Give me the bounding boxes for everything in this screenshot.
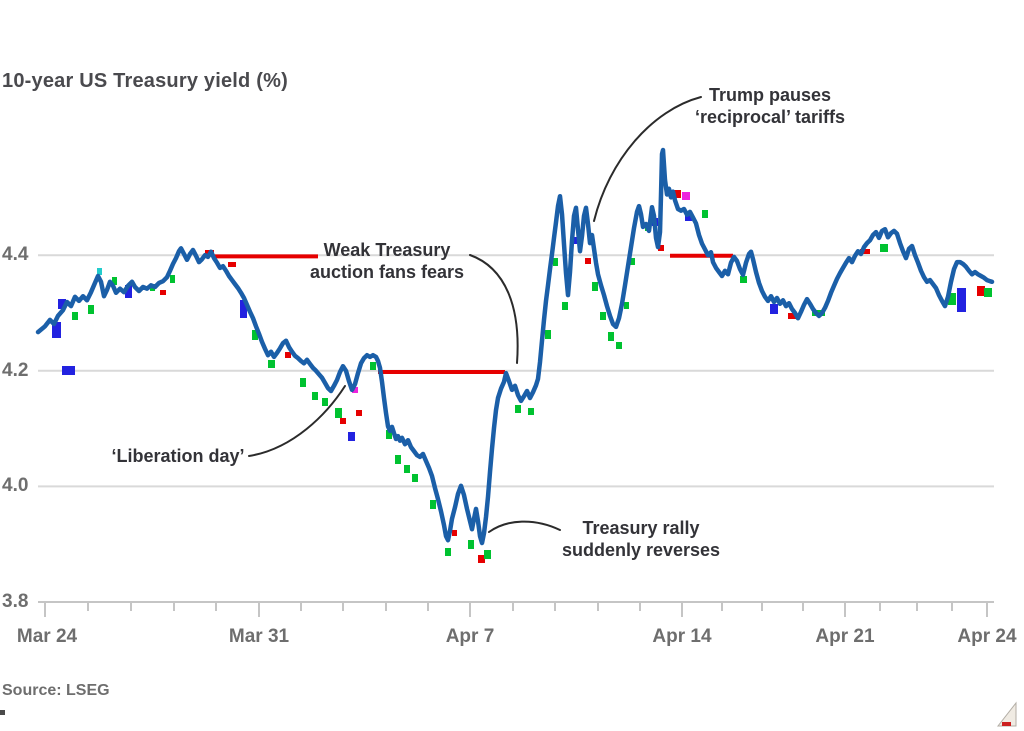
yield-line-series — [35, 147, 995, 546]
y-axis-label-4-2: 4.2 — [2, 360, 29, 381]
artifact-mark — [97, 268, 102, 275]
annotation-treasury-rally: Treasury rally suddenly reverses — [562, 517, 720, 561]
bottom-left-speck — [0, 710, 5, 715]
artifact-mark — [312, 392, 318, 400]
artifact-mark — [673, 190, 681, 198]
artifact-mark — [608, 332, 614, 341]
artifact-mark — [452, 530, 457, 536]
artifact-mark — [300, 378, 306, 387]
artifact-mark — [624, 302, 629, 309]
artifact-mark — [112, 277, 117, 285]
artifact-mark — [240, 300, 247, 318]
artifact-mark — [572, 237, 577, 244]
artifact-mark — [545, 330, 551, 339]
annotation-weak-line2: auction fans fears — [309, 262, 465, 282]
corner-page-curl-icon — [996, 701, 1017, 727]
artifact-mark — [685, 212, 692, 221]
artifact-mark — [600, 312, 606, 320]
artifact-mark — [52, 322, 61, 338]
annotation-weak-auction: Weak Treasury auction fans fears — [310, 239, 464, 283]
artifact-mark — [252, 330, 258, 340]
annotation-liberation-line1: ‘Liberation day’ — [111, 446, 245, 466]
artifact-mark — [977, 286, 985, 296]
annotation-trump-line2: ‘reciprocal’ tariffs — [694, 107, 846, 127]
annotation-pointer-liberation-day — [248, 385, 346, 457]
artifact-mark — [88, 305, 94, 314]
artifact-mark — [630, 258, 635, 265]
artifact-mark — [285, 352, 291, 358]
artifact-mark — [430, 500, 436, 509]
artifact-mark — [58, 299, 66, 309]
artifact-mark — [788, 313, 796, 319]
artifact-mark — [352, 387, 358, 393]
artifact-mark — [592, 282, 598, 291]
artifact-mark — [478, 555, 485, 563]
annotation-pointer-weak-auction — [469, 254, 519, 364]
artifact-mark — [553, 258, 558, 266]
artifact-mark — [682, 192, 690, 200]
artifact-mark — [356, 410, 362, 416]
artifact-mark — [412, 474, 418, 482]
artifact-mark — [880, 244, 888, 252]
artifact-mark — [335, 408, 342, 418]
artifact-mark — [702, 210, 708, 218]
artifact-mark — [404, 465, 410, 473]
annotation-rally-line2: suddenly reverses — [561, 540, 721, 560]
artifact-mark — [528, 408, 534, 415]
x-axis-label-apr21: Apr 21 — [815, 626, 875, 647]
artifact-mark — [370, 362, 376, 370]
x-axis-label-apr24: Apr 24 — [957, 626, 1017, 647]
artifact-mark — [445, 548, 451, 556]
annotation-liberation-day: ‘Liberation day’ — [111, 445, 244, 467]
x-axis-label-apr7: Apr 7 — [445, 626, 495, 647]
artifact-mark — [125, 285, 132, 298]
y-axis-label-3-8: 3.8 — [2, 591, 29, 612]
artifact-mark — [228, 262, 236, 267]
x-axis-label-mar31: Mar 31 — [228, 626, 290, 647]
artifact-mark — [72, 312, 78, 320]
artifact-mark — [468, 540, 474, 549]
artifact-mark — [616, 342, 622, 349]
x-axis-label-apr14: Apr 14 — [652, 626, 712, 647]
annotation-trump-line1: Trump pauses — [708, 85, 832, 105]
artifact-mark — [957, 288, 966, 312]
artifact-mark — [484, 550, 491, 559]
artifact-mark — [322, 398, 328, 406]
y-axis-label-4-0: 4.0 — [2, 475, 29, 496]
artifact-mark — [340, 418, 346, 424]
source-credit: Source: LSEG — [2, 682, 110, 699]
artifact-mark — [348, 432, 355, 441]
artifact-mark — [562, 302, 568, 310]
annotation-pointer-treasury-rally — [488, 520, 561, 533]
artifact-mark — [62, 366, 75, 375]
annotation-rally-line1: Treasury rally — [582, 518, 700, 538]
artifact-mark — [658, 245, 664, 251]
artifact-mark — [395, 455, 401, 464]
artifact-mark — [268, 360, 275, 368]
artifact-mark — [860, 249, 870, 254]
annotation-trump-pauses: Trump pauses ‘reciprocal’ tariffs — [695, 84, 845, 128]
artifact-mark — [515, 405, 521, 413]
artifact-mark — [770, 304, 778, 314]
artifact-mark — [948, 293, 956, 305]
artifact-mark — [585, 258, 591, 264]
y-axis-label-4-4: 4.4 — [2, 244, 29, 265]
annotation-weak-line1: Weak Treasury — [323, 240, 451, 260]
artifact-mark — [160, 290, 166, 295]
artifact-mark — [170, 275, 175, 283]
artifact-mark — [740, 276, 747, 283]
annotation-pointer-trump — [593, 96, 702, 222]
artifact-mark — [984, 288, 992, 297]
x-axis-label-mar24: Mar 24 — [16, 626, 78, 647]
artifact-mark — [386, 430, 392, 439]
chart-title: 10-year US Treasury yield (%) — [2, 70, 288, 92]
